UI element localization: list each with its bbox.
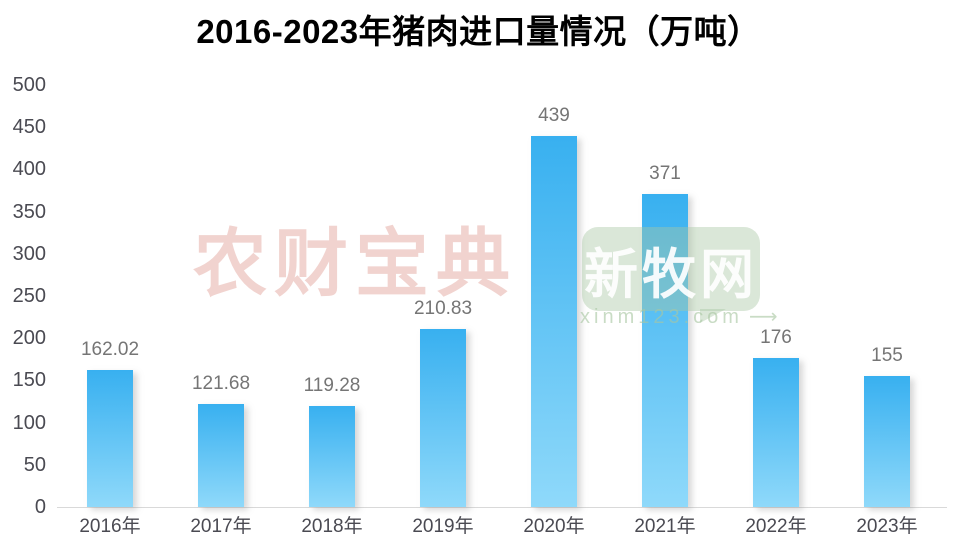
bar-value-label: 210.83 xyxy=(413,298,473,320)
y-tick-label: 500 xyxy=(12,74,46,96)
watermark-nongcai-baodian: 农财宝典 xyxy=(193,222,517,305)
chart-title: 2016-2023年猪肉进口量情况（万吨） xyxy=(196,13,761,50)
y-tick-label: 100 xyxy=(12,411,46,434)
y-tick-label: 150 xyxy=(12,369,46,392)
x-axis-label: 2017年 xyxy=(190,516,252,537)
bar-2022年 xyxy=(753,358,799,507)
y-tick-label: 350 xyxy=(12,200,46,223)
bar-2023年 xyxy=(864,376,910,507)
bar-value-label: 439 xyxy=(538,105,570,127)
watermark-caption-text: xinm123.com xyxy=(580,306,743,328)
right-arrow-icon: ⟶ xyxy=(748,306,778,328)
y-tick-label: 0 xyxy=(34,496,46,518)
bar-value-label: 119.28 xyxy=(303,375,361,397)
bar-2020年 xyxy=(531,136,577,507)
x-axis-label: 2016年 xyxy=(79,516,141,537)
bar-value-label: 155 xyxy=(871,345,903,367)
bar-2019年 xyxy=(420,329,466,507)
watermark-xinmu-bubble: 新牧网 xyxy=(582,227,760,311)
x-axis-label: 2018年 xyxy=(301,516,363,537)
x-axis-label: 2022年 xyxy=(745,516,807,537)
y-tick-label: 300 xyxy=(12,242,46,265)
x-axis-label: 2021年 xyxy=(634,516,696,537)
x-axis-baseline xyxy=(57,507,947,508)
x-axis-label: 2019年 xyxy=(412,516,474,537)
bar-value-label: 121.68 xyxy=(191,373,251,395)
x-axis-label: 2023年 xyxy=(856,516,918,537)
watermark-caption: xinm123.com ⟶ xyxy=(580,305,778,329)
y-tick-label: 450 xyxy=(12,116,46,139)
speech-bubble-tail-icon xyxy=(700,309,726,323)
y-tick-label: 250 xyxy=(12,285,46,307)
bar-2021年 xyxy=(642,193,688,507)
bar-value-label: 162.02 xyxy=(80,339,140,361)
bar-2018年 xyxy=(309,406,355,507)
x-axis-label: 2020年 xyxy=(523,516,585,537)
bar-value-label: 371 xyxy=(649,162,681,184)
y-tick-label: 200 xyxy=(12,327,46,350)
bar-value-label: 176 xyxy=(760,327,792,349)
bar-2017年 xyxy=(198,404,244,507)
y-tick-label: 400 xyxy=(12,158,46,181)
bar-2016年 xyxy=(87,370,133,507)
watermark-xinmu-text: 新牧网 xyxy=(584,244,758,305)
y-tick-label: 50 xyxy=(23,453,46,476)
